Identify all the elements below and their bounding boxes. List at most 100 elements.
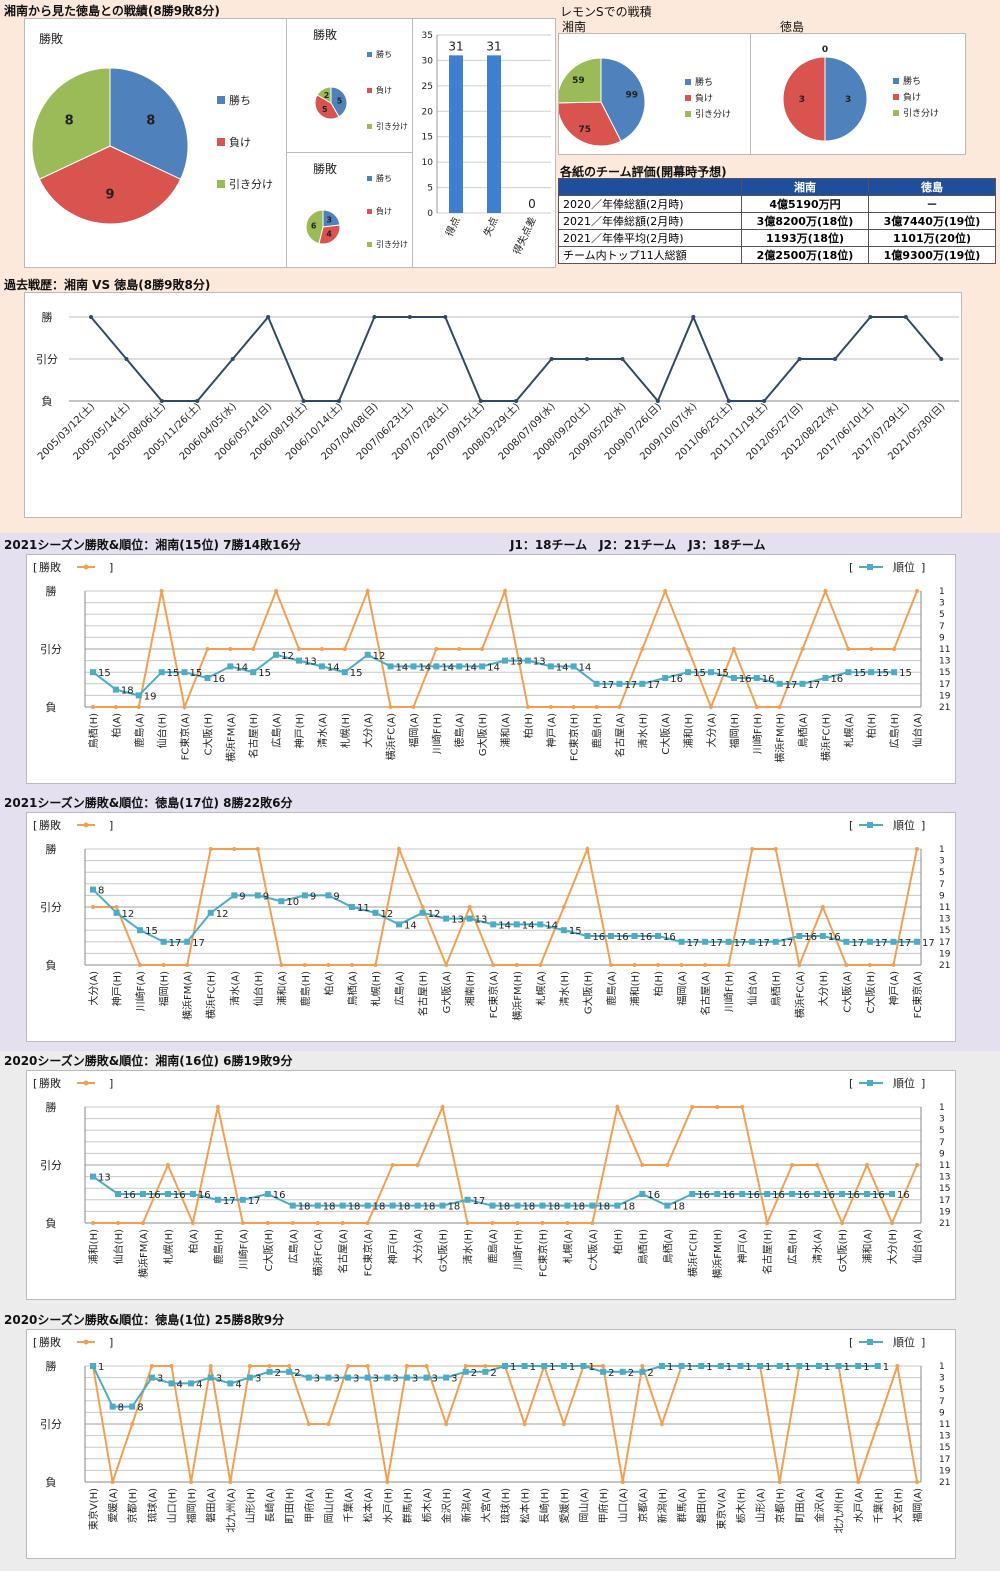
result-point xyxy=(114,905,119,909)
result-point xyxy=(548,705,553,709)
result-point xyxy=(915,1480,919,1484)
rank-data-label: 12 xyxy=(122,909,135,920)
x-tick-label: 柏(A) xyxy=(110,713,123,738)
rank-data-label: 3 xyxy=(432,1374,438,1385)
result-point xyxy=(140,1221,145,1225)
rank-data-label: 15 xyxy=(569,926,582,937)
result-point xyxy=(844,963,849,967)
y-tick-label: 25 xyxy=(422,82,433,92)
season-title-3: 2020シーズン勝敗&順位：湘南(16位) 6勝19敗9分 xyxy=(4,1054,293,1068)
result-point xyxy=(165,1163,170,1167)
rank-point xyxy=(348,904,355,910)
bar-data-label: 0 xyxy=(528,197,536,211)
result-point xyxy=(267,1364,272,1368)
result-point xyxy=(540,1221,545,1225)
y-tick-label: 5 xyxy=(427,184,433,194)
rank-tick-label: 21 xyxy=(939,1478,950,1488)
result-point xyxy=(287,1364,292,1368)
result-point xyxy=(91,1221,95,1225)
x-tick-label: 柏(H) xyxy=(652,971,665,996)
rank-data-label: 16 xyxy=(123,1190,136,1201)
x-tick-label: 札幌(H) xyxy=(162,1229,175,1264)
x-tick-label: 清水(A) xyxy=(811,1229,824,1264)
x-tick-label: 横浜FM(H) xyxy=(774,713,787,763)
x-tick-label: G大阪(H) xyxy=(836,1229,849,1272)
pie-data-label: 3 xyxy=(845,95,851,105)
rank-point xyxy=(364,1374,371,1381)
x-tick-label: 浦和(A) xyxy=(861,1229,874,1264)
rank-point xyxy=(204,675,211,681)
x-tick-label: 山形(A) xyxy=(755,1488,767,1523)
x-tick-label: G大阪(A) xyxy=(440,971,453,1013)
result-point xyxy=(255,847,260,851)
x-tick-label: 名古屋(A) xyxy=(613,713,626,758)
result-point xyxy=(891,963,896,967)
pie-panel-away: 勝敗 3 4 6 勝ち 負け 引き分け xyxy=(286,152,414,268)
history-point xyxy=(195,399,200,403)
result-point xyxy=(115,1221,120,1225)
y-label-win: 勝 xyxy=(46,842,57,856)
legend-swatch xyxy=(367,52,372,57)
result-point xyxy=(538,963,543,967)
rank-data-label: 12 xyxy=(381,909,394,920)
rank-data-label: 4 xyxy=(196,1379,202,1390)
x-tick-label: 横浜FC(A) xyxy=(312,1229,325,1276)
eval-header-blank xyxy=(558,178,742,196)
history-point xyxy=(301,399,306,403)
x-tick-label: 大宮(A) xyxy=(479,1488,492,1523)
x-tick-label: 清水(A) xyxy=(228,971,241,1006)
rank-tick-label: 21 xyxy=(939,961,950,971)
rank-data-label: 16 xyxy=(822,1190,835,1201)
rank-point xyxy=(184,938,191,945)
x-tick-label: 仙台(A) xyxy=(911,1229,924,1264)
history-point xyxy=(903,315,908,319)
x-tick-label: 大分(A) xyxy=(705,713,718,748)
rank-point xyxy=(90,1173,96,1180)
rank-point xyxy=(109,1403,116,1410)
x-tick-label: 湘南(H) xyxy=(464,971,477,1006)
rank-data-label: 16 xyxy=(828,932,841,943)
rank-tick-label: 17 xyxy=(939,1196,950,1206)
result-point xyxy=(617,705,622,709)
rank-point xyxy=(90,1363,96,1369)
history-panel: 勝引分負 2005/03/12(土) 2005/05/14(土) 2005/08/06… xyxy=(24,292,962,518)
rank-data-label: 16 xyxy=(670,674,683,685)
rank-point xyxy=(753,675,760,681)
rank-point xyxy=(789,1191,796,1197)
rank-point xyxy=(90,669,96,676)
rank-point xyxy=(135,692,142,699)
rank-point xyxy=(502,657,508,664)
rank-data-label: 14 xyxy=(396,662,409,673)
season-panel-3: [勝敗][順位] 1 3 5 7 9 11 13 15 17 19 21 勝引分負 13 16 16 16 16 1… xyxy=(26,1070,956,1300)
season-title-1: 2021シーズン勝敗&順位：湘南(15位) 7勝14敗16分 xyxy=(4,538,301,552)
rank-point xyxy=(466,915,473,922)
pie-slice xyxy=(314,94,340,120)
x-tick-label: 浦和(H) xyxy=(87,1229,100,1264)
rank-point xyxy=(772,938,779,945)
eval-away-value: 1101万(20位) xyxy=(868,229,996,247)
rank-tick-label: 13 xyxy=(939,1432,950,1442)
x-tick-label: 川崎F(H) xyxy=(430,713,443,754)
rank-tick-label: 11 xyxy=(939,1161,950,1171)
result-point xyxy=(274,589,279,593)
rank-data-label: 14 xyxy=(235,662,248,673)
x-tick-label: FC東京(A) xyxy=(179,713,192,760)
rank-data-label: 16 xyxy=(739,674,752,685)
pie-slice xyxy=(38,145,182,225)
rank-point xyxy=(139,1191,146,1197)
legend-swatch xyxy=(367,209,372,214)
rank-tick-label: 15 xyxy=(939,926,950,936)
x-tick-label: 山口(A) xyxy=(618,1488,630,1523)
x-tick-label: C大阪(H) xyxy=(201,713,214,755)
result-point xyxy=(615,1105,620,1109)
x-tick-label: 愛媛(A) xyxy=(107,1488,120,1523)
rank-point xyxy=(164,1191,171,1197)
rank-data-label: 16 xyxy=(647,1190,660,1201)
rank-data-label: 15 xyxy=(190,668,203,679)
x-tick-label: 札幌(H) xyxy=(370,971,383,1006)
legend-swatch xyxy=(367,176,372,181)
rank-point xyxy=(502,1363,508,1369)
